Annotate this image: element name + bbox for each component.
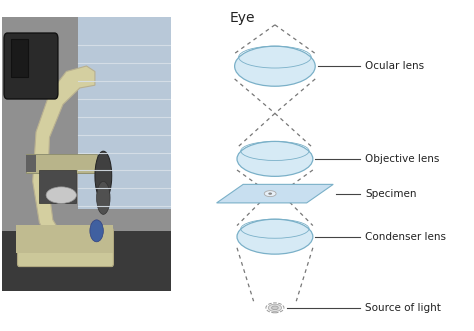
FancyBboxPatch shape — [4, 33, 58, 99]
Circle shape — [90, 220, 103, 242]
Text: Ocular lens: Ocular lens — [365, 61, 424, 71]
Text: bio: bio — [447, 314, 461, 323]
Text: Eye: Eye — [230, 11, 255, 25]
Bar — [2, 17, 171, 231]
Text: Objective lens: Objective lens — [365, 154, 439, 164]
Bar — [11, 38, 27, 77]
Ellipse shape — [95, 151, 112, 201]
Text: Source of light: Source of light — [365, 303, 441, 313]
Ellipse shape — [272, 306, 278, 310]
Bar — [26, 154, 97, 173]
Bar — [78, 17, 171, 209]
Bar — [16, 225, 113, 253]
Ellipse shape — [235, 46, 315, 86]
FancyBboxPatch shape — [18, 228, 113, 266]
Ellipse shape — [46, 187, 76, 203]
Bar — [39, 170, 76, 203]
Text: Created in: Created in — [294, 314, 336, 323]
Ellipse shape — [268, 304, 282, 311]
Bar — [2, 231, 171, 291]
Bar — [26, 155, 36, 172]
Text: Condenser lens: Condenser lens — [365, 232, 446, 242]
Polygon shape — [33, 66, 95, 242]
Ellipse shape — [237, 141, 313, 176]
Text: BioRender.com: BioRender.com — [364, 314, 428, 323]
Ellipse shape — [97, 181, 110, 214]
Polygon shape — [217, 184, 333, 203]
Ellipse shape — [264, 191, 276, 197]
Ellipse shape — [268, 193, 272, 195]
Ellipse shape — [237, 219, 313, 254]
Text: Specimen: Specimen — [365, 189, 417, 199]
